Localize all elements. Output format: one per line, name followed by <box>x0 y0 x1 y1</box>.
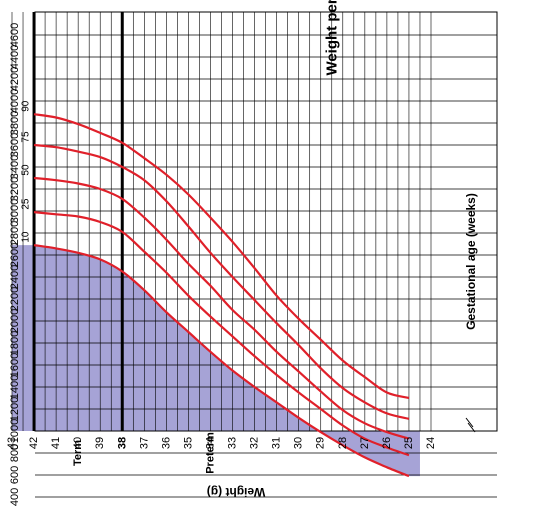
x-tick-label: 400 <box>9 488 21 506</box>
y-tick-label: 40 <box>72 437 84 449</box>
x-axis-title: Weight (g) <box>207 485 265 499</box>
percentile-label-25: 25 <box>21 198 32 210</box>
x-tick-label: 4600 <box>9 23 21 47</box>
y-axis-title: Gestational age (weeks) <box>464 193 478 330</box>
reference-lines <box>32 12 124 431</box>
percentile-curve-50 <box>33 176 410 440</box>
percentile-label-10: 10 <box>21 231 32 243</box>
y-tick-label: 37 <box>138 437 150 449</box>
percentile-curve-25 <box>33 211 410 457</box>
x-tick-label: 1400 <box>9 375 21 399</box>
x-tick-label: 3200 <box>9 177 21 201</box>
y-tick-label: 29 <box>315 437 327 449</box>
y-tick-label: 41 <box>50 437 62 449</box>
y-tick-label: 30 <box>293 437 305 449</box>
percentile-label-50: 50 <box>21 164 32 176</box>
percentile-curve-10 <box>33 244 410 478</box>
x-tick-label: 2200 <box>9 287 21 311</box>
y-tick-label: 31 <box>271 437 283 449</box>
y-tick-label: 36 <box>160 437 172 449</box>
x-tick-label: 3600 <box>9 133 21 157</box>
y-tick-label: 24 <box>425 437 437 449</box>
x-tick-label: 1600 <box>9 353 21 377</box>
y-axis-ticks: 24 25 26 27 28 29 30 31 32 33 34 35 36 37 38 39 40 41 42 43 <box>6 437 437 449</box>
y-tick-label: 42 <box>28 437 40 449</box>
percentile-curves <box>33 113 410 478</box>
x-axis-break-label: 0 <box>9 444 21 450</box>
x-tick-label: 1000 <box>9 419 21 443</box>
region-label-term: Term <box>72 440 84 466</box>
y-tick-label: 25 <box>403 437 415 449</box>
y-tick-label: 26 <box>381 437 393 449</box>
grid <box>11 11 498 498</box>
y-tick-label: 27 <box>359 437 371 449</box>
y-tick-label: 34 <box>204 437 216 449</box>
x-tick-label: 4200 <box>9 67 21 91</box>
region-shading <box>12 245 420 477</box>
region-label-preterm: Preterm <box>204 432 216 474</box>
axis-break: 0 <box>9 417 476 450</box>
percentile-curve-90 <box>33 113 410 400</box>
x-tick-label: 2400 <box>9 265 21 289</box>
x-tick-label: 2000 <box>9 309 21 333</box>
x-tick-label: 3800 <box>9 111 21 135</box>
x-tick-label: 2800 <box>9 221 21 245</box>
y-tick-label: 43 <box>6 437 18 449</box>
x-tick-label: 1800 <box>9 331 21 355</box>
x-axis-ticks: 400 600 8001000120014001600180020002200240… <box>9 23 21 506</box>
y-tick-label: 32 <box>249 437 261 449</box>
plot-background <box>12 245 420 477</box>
y-tick-label: 38 <box>116 437 128 449</box>
y-tick-label: 35 <box>182 437 194 449</box>
y-tick-label: 39 <box>94 437 106 449</box>
x-tick-label: 4000 <box>9 89 21 113</box>
x-tick-label: 4400 <box>9 45 21 69</box>
x-tick-label: 600 <box>9 466 21 484</box>
percentile-label-75: 75 <box>21 131 32 143</box>
x-tick-label: 3000 <box>9 199 21 223</box>
y-tick-label: 28 <box>337 437 349 449</box>
x-tick-label: 800 <box>9 444 21 462</box>
x-tick-label: 1200 <box>9 397 21 421</box>
percentile-labels: 90 75 50 25 10 <box>21 100 32 242</box>
chart-title: Weight percentiles <box>323 0 340 76</box>
percentile-curve-75 <box>33 143 410 420</box>
y-tick-label: 33 <box>227 437 239 449</box>
x-tick-label: 3400 <box>9 155 21 179</box>
x-tick-label: 2600 <box>9 243 21 267</box>
percentile-label-90: 90 <box>21 100 32 112</box>
